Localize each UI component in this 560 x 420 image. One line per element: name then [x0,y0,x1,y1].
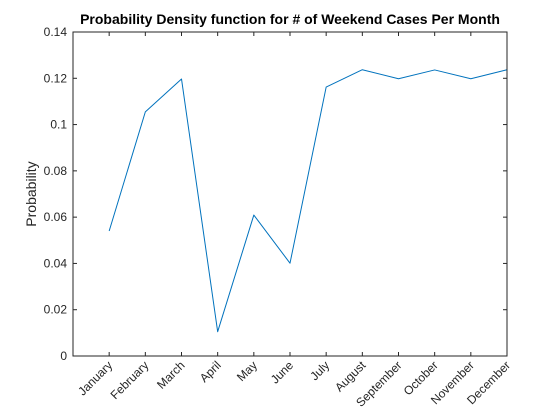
x-tick-label: June [268,358,297,387]
x-tick-label: May [234,358,260,384]
y-tick-label: 0.02 [44,303,68,317]
x-tick-label: March [154,358,187,391]
x-tick-label: February [108,358,152,402]
series-layer [108,69,508,333]
plot-box [72,31,508,357]
plot-area [73,32,507,356]
y-tick-label: 0.06 [44,210,68,224]
y-tick-label: 0.14 [44,25,68,39]
chart-title: Probability Density function for # of We… [80,11,500,27]
y-tick-label: 0.08 [44,164,68,178]
x-tick-label: July [307,358,332,383]
y-tick-label: 0 [60,349,67,363]
y-tick-label: 0.12 [44,71,68,85]
series-line [108,69,508,333]
y-tick-label: 0.04 [44,256,68,270]
y-axis-ticks: 0 0.02 0.04 0.06 0.08 0.1 0.12 0.14 [44,25,507,363]
x-tick-label: April [197,358,224,385]
y-axis-label: Probability [23,161,39,226]
y-tick-label: 0.1 [50,118,67,132]
